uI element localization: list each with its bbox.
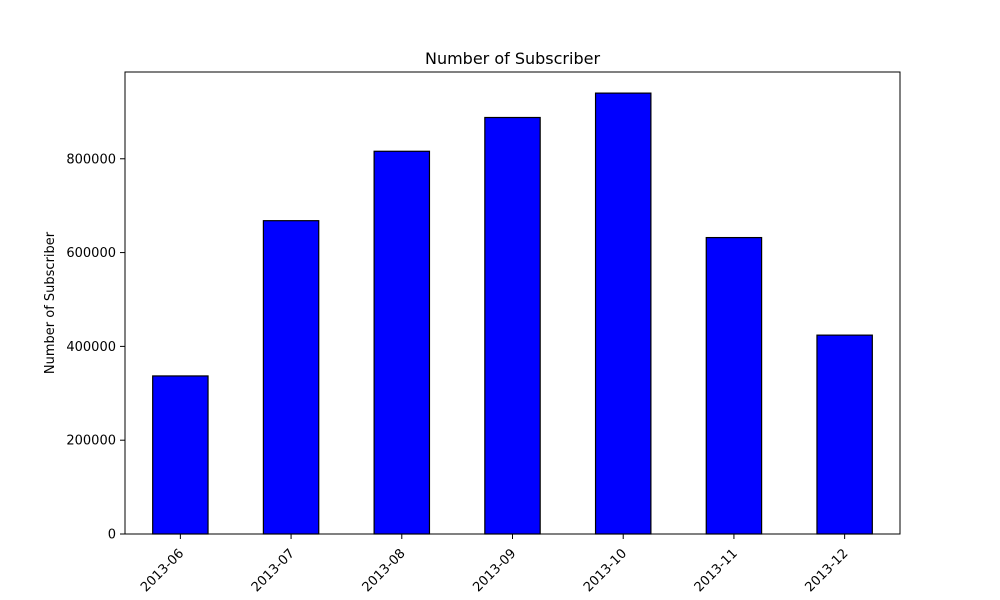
y-tick-label: 200000	[66, 434, 116, 449]
y-tick-label: 0	[108, 528, 116, 543]
y-tick-label: 800000	[66, 152, 116, 167]
plot-frame	[124, 71, 901, 535]
bar-2013-10	[594, 92, 652, 535]
chart-title: Number of Subscriber	[425, 49, 600, 68]
bar-2013-06	[152, 375, 209, 535]
bar-2013-12	[816, 334, 873, 535]
y-axis-title: Number of Subscriber	[43, 231, 58, 374]
bar-2013-09	[484, 116, 541, 535]
bar-2013-11	[705, 236, 763, 535]
bar-2013-08	[373, 150, 431, 535]
y-tick-label: 400000	[66, 340, 116, 355]
y-tick-label: 600000	[66, 246, 116, 261]
bar-2013-07	[262, 220, 320, 535]
